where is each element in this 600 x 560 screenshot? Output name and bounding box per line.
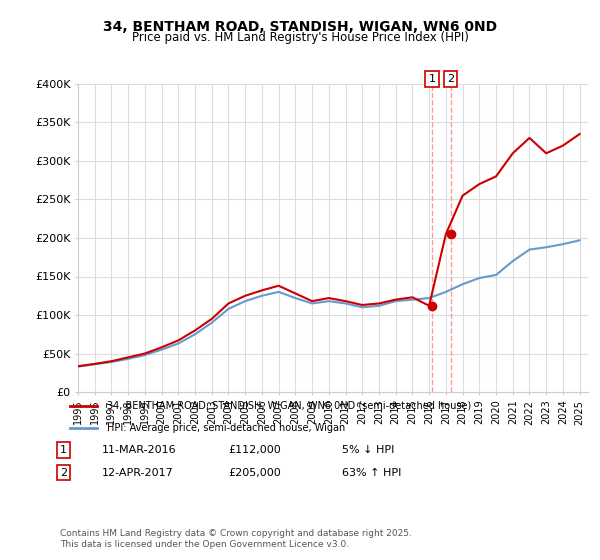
Text: £112,000: £112,000 — [228, 445, 281, 455]
Text: 2: 2 — [60, 468, 67, 478]
Text: 5% ↓ HPI: 5% ↓ HPI — [342, 445, 394, 455]
Text: 12-APR-2017: 12-APR-2017 — [102, 468, 174, 478]
Text: 11-MAR-2016: 11-MAR-2016 — [102, 445, 176, 455]
Text: HPI: Average price, semi-detached house, Wigan: HPI: Average price, semi-detached house,… — [107, 423, 345, 433]
Text: £205,000: £205,000 — [228, 468, 281, 478]
Text: 1: 1 — [429, 74, 436, 84]
Text: Contains HM Land Registry data © Crown copyright and database right 2025.
This d: Contains HM Land Registry data © Crown c… — [60, 529, 412, 549]
Text: 1: 1 — [60, 445, 67, 455]
Text: 34, BENTHAM ROAD, STANDISH, WIGAN, WN6 0ND (semi-detached house): 34, BENTHAM ROAD, STANDISH, WIGAN, WN6 0… — [107, 401, 471, 411]
Text: 2: 2 — [447, 74, 454, 84]
Text: Price paid vs. HM Land Registry's House Price Index (HPI): Price paid vs. HM Land Registry's House … — [131, 31, 469, 44]
Text: 63% ↑ HPI: 63% ↑ HPI — [342, 468, 401, 478]
Text: 34, BENTHAM ROAD, STANDISH, WIGAN, WN6 0ND: 34, BENTHAM ROAD, STANDISH, WIGAN, WN6 0… — [103, 20, 497, 34]
